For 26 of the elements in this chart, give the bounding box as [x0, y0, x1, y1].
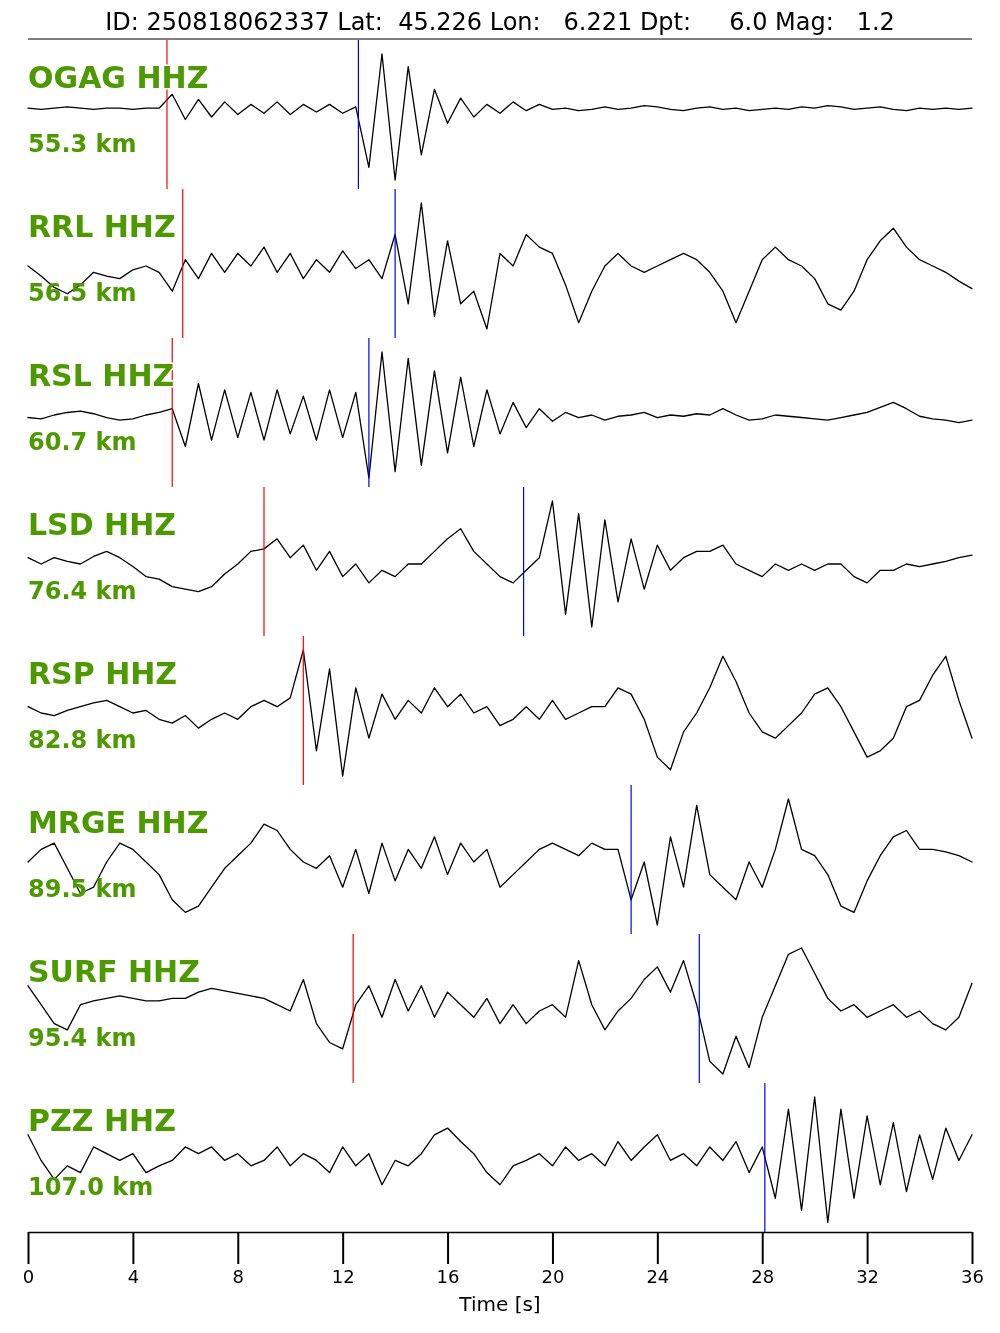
x-tick-label: 4 [127, 1265, 140, 1287]
x-tick-label: 20 [541, 1265, 565, 1287]
x-tick-label: 12 [331, 1265, 355, 1287]
chart-title: RRL HHZ [28, 209, 176, 244]
text: 82.8 km [28, 726, 137, 754]
text: 95.4 km [28, 1024, 137, 1052]
text: 60.7 km [28, 428, 137, 456]
chart-title: LSD HHZ [28, 507, 177, 542]
text: 107.0 km [28, 1173, 154, 1201]
text: 89.5 km [28, 875, 137, 903]
x-tick-label: 0 [22, 1265, 35, 1287]
text: 76.4 km [28, 577, 137, 605]
x-tick-label: 8 [232, 1265, 244, 1287]
chart-title: PZZ HHZ [28, 1103, 176, 1138]
chart-title: SURF HHZ [28, 954, 200, 989]
x-axis-title: Time [s] [458, 1292, 541, 1316]
chart-title: MRGE HHZ [28, 805, 209, 840]
x-tick-label: 36 [961, 1265, 984, 1287]
text: 55.3 km [28, 130, 137, 158]
x-tick-label: 24 [646, 1265, 670, 1287]
x-tick-label: 28 [751, 1265, 775, 1287]
x-tick-label: 32 [856, 1265, 880, 1287]
x-tick-label: 16 [436, 1265, 460, 1287]
text: 56.5 km [28, 279, 137, 307]
chart-title: RSP HHZ [28, 656, 178, 691]
text: ID: 250818062337 Lat: 45.226 Lon: 6.221 Dpt: 6.0 Mag: 1.2 [105, 8, 895, 36]
